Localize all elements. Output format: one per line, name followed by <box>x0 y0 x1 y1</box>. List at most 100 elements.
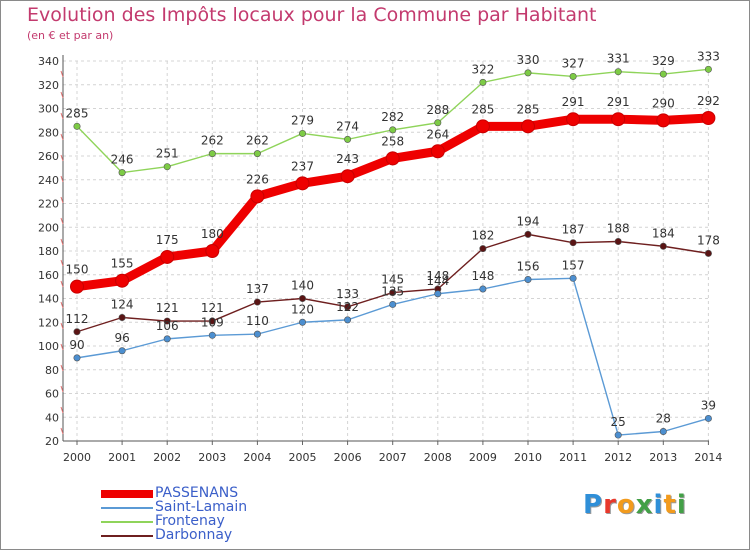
data-label-saint-lamain: 122 <box>336 300 359 314</box>
data-label-saint-lamain: 25 <box>611 415 626 429</box>
axis-accent-mark <box>60 196 64 204</box>
x-tick-label: 2005 <box>289 451 317 464</box>
legend-item-darbonnay: Darbonnay <box>101 527 361 543</box>
data-label-passenans: 285 <box>517 102 540 116</box>
y-tick-label: 60 <box>45 388 59 401</box>
legend-swatch-saint-lamain <box>101 507 153 509</box>
data-point-passenans <box>566 112 581 127</box>
axis-accent-mark <box>60 70 64 78</box>
axis-accent-mark <box>60 343 64 351</box>
x-tick-label: 2006 <box>334 451 362 464</box>
data-label-passenans: 175 <box>156 233 179 247</box>
data-point-passenans <box>205 244 220 258</box>
data-point-saint-lamain <box>73 354 81 362</box>
series-layer <box>70 65 716 439</box>
axis-accent-mark <box>60 406 64 414</box>
legend-item-saint-lamain: Saint-Lamain <box>101 499 361 515</box>
x-tick-label: 2003 <box>198 451 226 464</box>
data-point-frontenay <box>479 78 487 86</box>
data-label-frontenay: 330 <box>517 53 540 67</box>
data-point-saint-lamain <box>118 347 126 355</box>
y-tick-label: 40 <box>45 411 59 424</box>
data-label-frontenay: 285 <box>66 106 89 120</box>
data-point-saint-lamain <box>614 431 622 439</box>
data-label-passenans: 258 <box>381 134 404 148</box>
data-point-darbonnay <box>344 303 352 311</box>
y-tick-label: 200 <box>38 221 59 234</box>
data-label-passenans: 237 <box>291 159 314 173</box>
axis-accent-mark <box>60 154 64 162</box>
legend-label-passenans: PASSENANS <box>155 485 239 501</box>
data-label-saint-lamain: 110 <box>246 314 269 328</box>
data-point-frontenay <box>253 150 261 158</box>
data-label-passenans: 180 <box>201 227 224 241</box>
data-point-darbonnay <box>569 239 577 247</box>
data-point-passenans <box>160 249 175 264</box>
data-point-frontenay <box>208 150 216 158</box>
data-label-frontenay: 333 <box>697 49 720 63</box>
logo-letter: P <box>583 490 604 520</box>
data-label-darbonnay: 133 <box>336 287 359 301</box>
logo-letter: x <box>635 490 654 520</box>
data-point-darbonnay <box>118 313 126 321</box>
data-point-frontenay <box>569 72 577 80</box>
chart-title: Evolution des Impôts locaux pour la Comm… <box>27 4 597 26</box>
data-point-darbonnay <box>659 242 667 250</box>
data-label-frontenay: 329 <box>652 54 675 68</box>
x-tick-label: 2008 <box>424 451 452 464</box>
x-tick-label: 2011 <box>559 451 587 464</box>
data-label-layer: 150 155 175 180 226 237 243 258 264 285 285 291 291 2… <box>66 49 720 429</box>
data-point-darbonnay <box>614 238 622 246</box>
data-label-passenans: 155 <box>111 257 134 271</box>
axis-accent-mark <box>60 301 64 309</box>
data-label-passenans: 243 <box>336 152 359 166</box>
legend-swatch-passenans <box>101 490 153 498</box>
data-label-frontenay: 246 <box>111 153 134 167</box>
data-label-passenans: 226 <box>246 172 269 186</box>
chart-subtitle: (en € et par an) <box>27 29 114 42</box>
data-label-saint-lamain: 39 <box>701 398 716 412</box>
data-point-frontenay <box>389 126 397 134</box>
data-label-frontenay: 322 <box>471 62 494 76</box>
y-tick-label: 320 <box>38 79 59 92</box>
data-label-darbonnay: 178 <box>697 233 720 247</box>
logo-letter: r <box>603 490 617 520</box>
axis-accent-mark <box>60 112 64 120</box>
data-label-darbonnay: 124 <box>111 298 134 312</box>
data-point-frontenay <box>524 69 532 77</box>
data-point-passenans <box>295 176 310 191</box>
data-point-passenans <box>250 189 265 204</box>
data-point-darbonnay <box>389 289 397 297</box>
data-label-frontenay: 327 <box>562 56 585 70</box>
x-tick-label: 2002 <box>153 451 181 464</box>
axis-accent-mark <box>60 133 64 141</box>
legend: PASSENANS Saint-Lamain Frontenay Darbonn… <box>101 485 361 543</box>
x-tick-label: 2004 <box>243 451 271 464</box>
y-tick-label: 20 <box>45 435 59 448</box>
data-label-passenans: 264 <box>426 127 449 141</box>
data-label-saint-lamain: 156 <box>517 260 540 274</box>
x-tick-label: 2000 <box>63 451 91 464</box>
logo-letter: i <box>676 490 687 520</box>
y-tick-label: 100 <box>38 340 59 353</box>
data-label-saint-lamain: 90 <box>69 338 84 352</box>
data-point-darbonnay <box>704 249 712 257</box>
data-label-saint-lamain: 120 <box>291 302 314 316</box>
data-point-passenans <box>521 119 535 134</box>
data-point-saint-lamain <box>208 331 216 339</box>
data-point-passenans <box>475 119 490 134</box>
data-label-passenans: 290 <box>652 96 675 110</box>
data-label-darbonnay: 182 <box>471 229 494 243</box>
data-label-saint-lamain: 157 <box>562 258 585 272</box>
data-label-saint-lamain: 28 <box>656 412 671 426</box>
data-point-passenans <box>70 279 84 294</box>
data-point-darbonnay <box>524 230 532 238</box>
proxiti-logo: Proxiti <box>583 490 687 520</box>
data-point-saint-lamain <box>344 316 352 324</box>
x-tick-label: 2012 <box>604 451 632 464</box>
y-tick-label: 160 <box>38 269 59 282</box>
data-label-frontenay: 274 <box>336 119 359 133</box>
x-tick-label: 2001 <box>108 451 136 464</box>
data-point-frontenay <box>704 65 712 73</box>
